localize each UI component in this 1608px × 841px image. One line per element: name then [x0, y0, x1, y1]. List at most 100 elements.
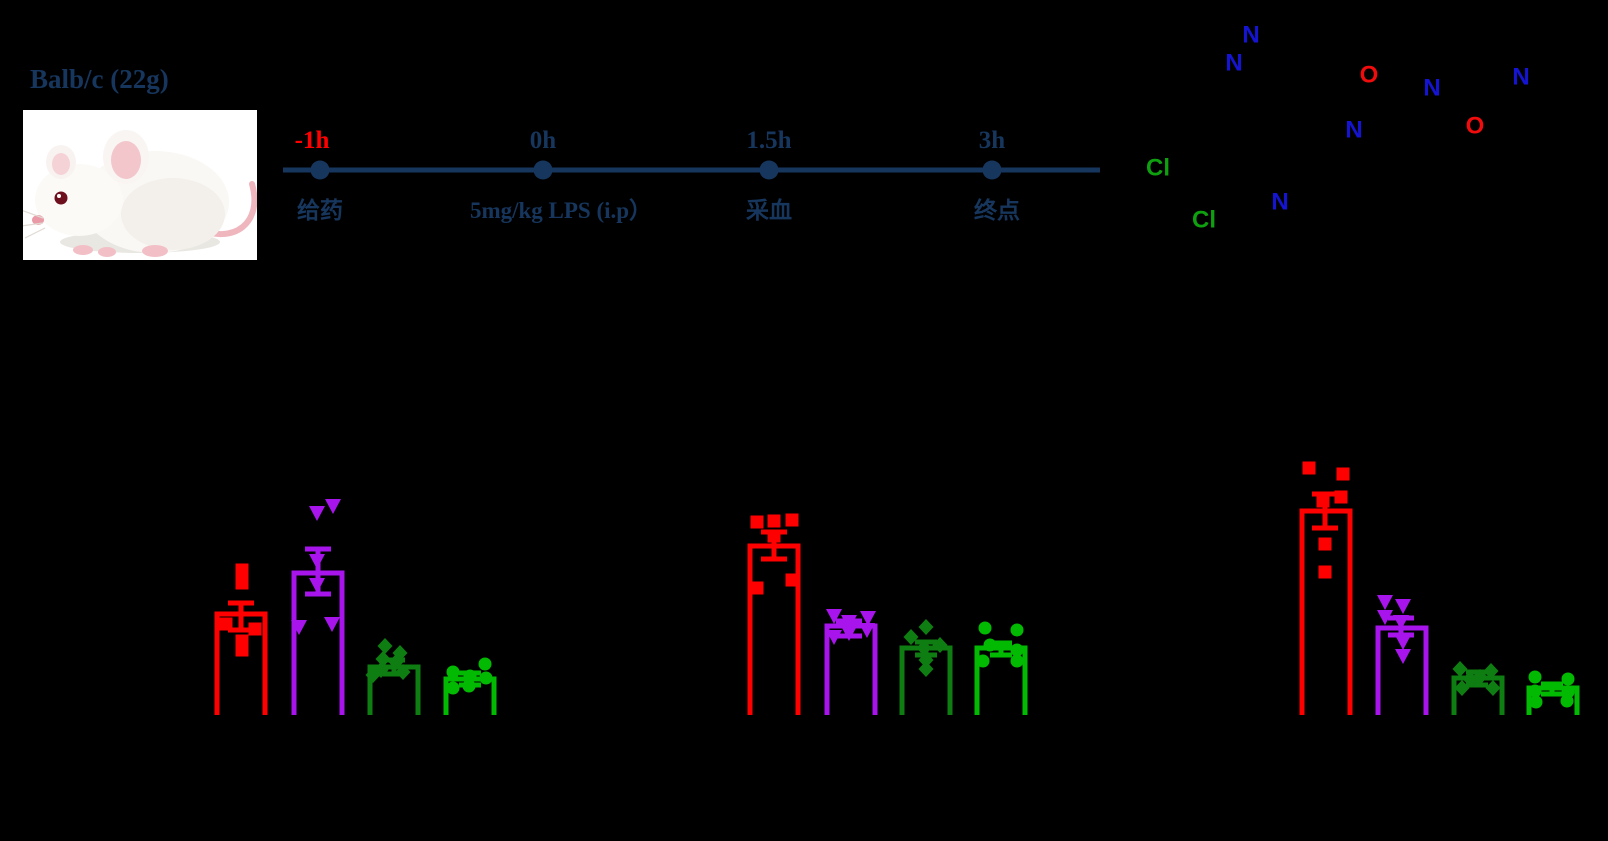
- atom-label-N: N: [1423, 75, 1440, 102]
- data-point-square: [1316, 494, 1330, 508]
- mouse-foot-3: [142, 245, 168, 257]
- data-point-circle: [1528, 684, 1542, 698]
- data-point-square: [248, 622, 262, 636]
- atom-label-N: N: [1242, 22, 1259, 49]
- atom-label-O: O: [1466, 113, 1485, 140]
- data-point-circle: [463, 669, 477, 683]
- data-point-triangle: [309, 578, 325, 593]
- data-point-diamond: [365, 667, 381, 683]
- mouse-ear-left-inner: [52, 153, 70, 175]
- mouse-head: [35, 164, 123, 236]
- timeline-dot: [533, 160, 553, 180]
- data-point-diamond: [1483, 663, 1499, 679]
- data-point-triangle: [859, 623, 875, 638]
- data-point-diamond: [932, 637, 948, 653]
- data-point-triangle: [309, 506, 325, 521]
- data-point-square: [1318, 565, 1332, 579]
- data-point-circle: [976, 654, 990, 668]
- data-point-diamond: [375, 651, 391, 667]
- data-point-triangle: [841, 615, 857, 630]
- data-point-triangle: [1395, 649, 1411, 664]
- timeline-dot: [310, 160, 330, 180]
- timeline-time-label: 1.5h: [746, 127, 791, 154]
- data-point-circle: [978, 621, 992, 635]
- data-point-square: [235, 563, 249, 577]
- atom-label-O: O: [1360, 62, 1379, 89]
- data-point-circle: [1010, 623, 1024, 637]
- data-point-square: [1302, 461, 1316, 475]
- data-point-diamond: [1454, 680, 1470, 696]
- data-point-triangle: [1395, 635, 1411, 650]
- data-point-diamond: [395, 664, 411, 680]
- data-point-circle: [1010, 643, 1024, 657]
- mouse-eye-highlight: [57, 194, 61, 198]
- data-point-diamond: [903, 629, 919, 645]
- data-point-square: [767, 514, 781, 528]
- data-point-square: [750, 515, 764, 529]
- mouse-strain-label: Balb/c (22g): [30, 64, 169, 94]
- data-point-diamond: [1485, 680, 1501, 696]
- data-point-circle: [1529, 695, 1543, 709]
- data-point-triangle: [291, 620, 307, 635]
- timeline-event-label: 终点: [974, 197, 1020, 223]
- data-point-square: [767, 529, 781, 543]
- mouse-whiskers: [23, 210, 46, 239]
- data-point-triangle: [324, 617, 340, 632]
- timeline-dot: [982, 160, 1002, 180]
- data-point-square: [235, 576, 249, 590]
- timeline-event-label: 给药: [297, 197, 343, 223]
- data-point-diamond: [918, 619, 934, 635]
- mouse-foot-2: [98, 247, 116, 257]
- data-point-triangle: [826, 630, 842, 645]
- data-point-triangle: [325, 499, 341, 514]
- atom-label-N: N: [1271, 189, 1288, 216]
- data-point-diamond: [377, 638, 393, 654]
- data-point-circle: [983, 638, 997, 652]
- data-point-square: [785, 513, 799, 527]
- data-point-triangle: [860, 611, 876, 626]
- atom-label-N: N: [1225, 50, 1242, 77]
- data-point-square: [750, 581, 764, 595]
- mouse-foot-1: [73, 245, 93, 255]
- timeline-event-label: 采血: [746, 197, 792, 223]
- data-point-square: [1336, 467, 1350, 481]
- data-point-circle: [1561, 672, 1575, 686]
- atom-label-Cl: Cl: [1192, 207, 1216, 234]
- error-bar: [1541, 681, 1563, 697]
- data-point-circle: [1528, 670, 1542, 684]
- data-point-diamond: [1462, 671, 1478, 687]
- data-point-circle: [1010, 654, 1024, 668]
- data-point-triangle: [1393, 615, 1409, 630]
- data-point-triangle: [309, 554, 325, 569]
- mouse-photo: [23, 110, 257, 260]
- data-point-diamond: [1472, 669, 1488, 685]
- data-point-square: [235, 643, 249, 657]
- data-point-square: [785, 573, 799, 587]
- data-point-diamond: [916, 640, 932, 656]
- data-point-diamond: [918, 661, 934, 677]
- data-point-diamond: [1452, 661, 1468, 677]
- data-point-circle: [462, 679, 476, 693]
- data-point-circle: [1560, 694, 1574, 708]
- mouse-body-shade: [121, 178, 225, 250]
- data-point-triangle: [1377, 595, 1393, 610]
- data-point-square: [219, 617, 233, 631]
- atom-label-N: N: [1345, 117, 1362, 144]
- mouse-ear-right-inner: [111, 141, 141, 179]
- timeline-time-label: 0h: [530, 127, 557, 154]
- data-point-diamond: [918, 652, 934, 668]
- data-point-square: [1318, 537, 1332, 551]
- bar-outline: [747, 543, 801, 715]
- data-point-triangle: [1377, 610, 1393, 625]
- timeline-event-label: 5mg/kg LPS (i.p）: [470, 197, 652, 223]
- data-point-triangle: [1395, 599, 1411, 614]
- data-point-circle: [446, 665, 460, 679]
- data-point-circle: [479, 671, 493, 685]
- data-point-triangle: [841, 626, 857, 641]
- atom-label-N: N: [1512, 64, 1529, 91]
- data-point-diamond: [388, 654, 404, 670]
- data-point-circle: [478, 657, 492, 671]
- data-point-circle: [446, 681, 460, 695]
